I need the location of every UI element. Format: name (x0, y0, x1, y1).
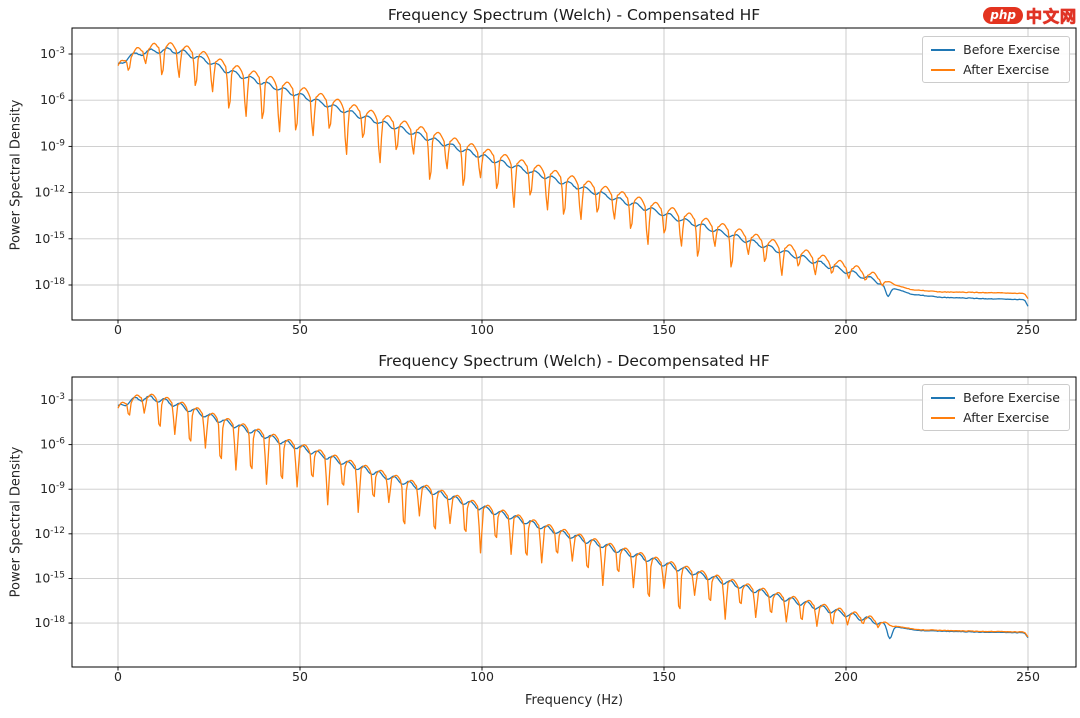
axis-ticks: 0 50 100 150 200 250 10-3 10-6 10-9 10-12 10-15 10-… (34, 392, 1040, 684)
after-exercise-line-swatch (931, 68, 956, 71)
y-tick-label: 10-15 (34, 570, 65, 585)
chart1-title: Frequency Spectrum (Welch) - Compensated… (387, 6, 761, 24)
y-tick-label: 10-9 (40, 481, 65, 496)
chart-2: 0 50 100 150 200 250 10-3 10-6 10-9 10-12 10-15 10-… (34, 376, 1077, 684)
x-tick-label: 50 (292, 669, 308, 684)
x-tick-label: 0 (114, 669, 122, 684)
y-tick-label: 10-3 (40, 46, 65, 61)
legend-item-before: Before Exercise (931, 42, 1060, 57)
chart2-title: Frequency Spectrum (Welch) - Decompensat… (378, 352, 770, 370)
legend-label: Before Exercise (963, 390, 1060, 405)
chart1-y-axis-label: Power Spectral Density (8, 99, 24, 251)
legend-label: After Exercise (963, 62, 1050, 77)
x-tick-label: 250 (1016, 322, 1040, 337)
axis-ticks: 0 50 100 150 200 250 10-3 10-6 10-9 10-12 10-15 10-… (34, 46, 1040, 337)
legend-item-after: After Exercise (931, 410, 1060, 425)
x-tick-label: 150 (652, 669, 676, 684)
y-tick-label: 10-18 (34, 277, 65, 292)
after-exercise-line-swatch (931, 416, 956, 419)
y-tick-label: 10-15 (34, 231, 65, 246)
y-tick-label: 10-12 (34, 185, 65, 200)
y-tick-label: 10-12 (34, 526, 65, 541)
y-tick-label: 10-3 (40, 392, 65, 407)
chart-1: 0 50 100 150 200 250 10-3 10-6 10-9 10-12 10-15 10-… (34, 27, 1077, 337)
y-tick-label: 10-9 (40, 138, 65, 153)
x-tick-label: 200 (834, 322, 858, 337)
y-tick-label: 10-18 (34, 615, 65, 630)
axes-spines (71, 376, 1077, 668)
x-tick-label: 250 (1016, 669, 1040, 684)
before-exercise-line-swatch (931, 48, 956, 51)
x-tick-label: 100 (470, 322, 494, 337)
series-line-before-exercise (117, 47, 1029, 307)
x-tick-label: 100 (470, 669, 494, 684)
php-logo-badge: php (983, 6, 1023, 24)
chart2-y-axis-label: Power Spectral Density (8, 446, 24, 598)
legend-item-after: After Exercise (931, 62, 1060, 77)
legend-label: After Exercise (963, 410, 1050, 425)
y-tick-label: 10-6 (40, 92, 65, 107)
series-line-after-exercise (117, 42, 1029, 299)
series-line-after-exercise (117, 393, 1029, 638)
brand-text: 中文网 (1025, 7, 1077, 27)
x-tick-label: 150 (652, 322, 676, 337)
chart2-legend: Before Exercise After Exercise (922, 384, 1070, 431)
legend-label: Before Exercise (963, 42, 1060, 57)
site-watermark: php 中文网 (983, 3, 1077, 27)
axes-spines (71, 27, 1077, 321)
chart2-x-axis-label: Frequency (Hz) (524, 693, 624, 708)
x-tick-label: 0 (114, 322, 122, 337)
x-tick-label: 50 (292, 322, 308, 337)
x-tick-label: 200 (834, 669, 858, 684)
before-exercise-line-swatch (931, 396, 956, 399)
y-tick-label: 10-6 (40, 437, 65, 452)
chart1-legend: Before Exercise After Exercise (922, 36, 1070, 83)
legend-item-before: Before Exercise (931, 390, 1060, 405)
